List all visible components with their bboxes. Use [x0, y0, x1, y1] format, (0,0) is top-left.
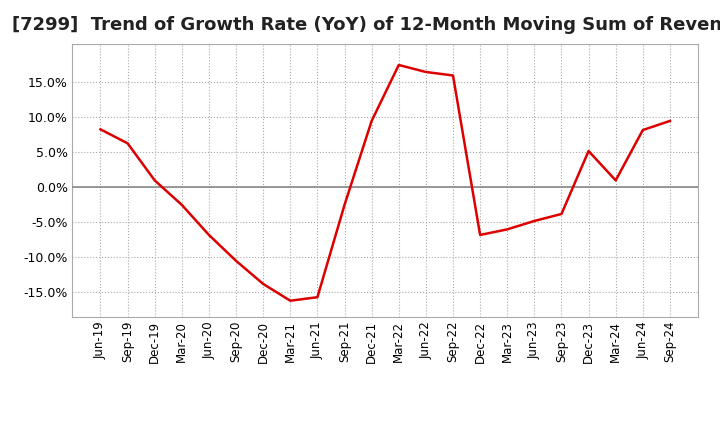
Title: [7299]  Trend of Growth Rate (YoY) of 12-Month Moving Sum of Revenues: [7299] Trend of Growth Rate (YoY) of 12-…: [12, 16, 720, 34]
